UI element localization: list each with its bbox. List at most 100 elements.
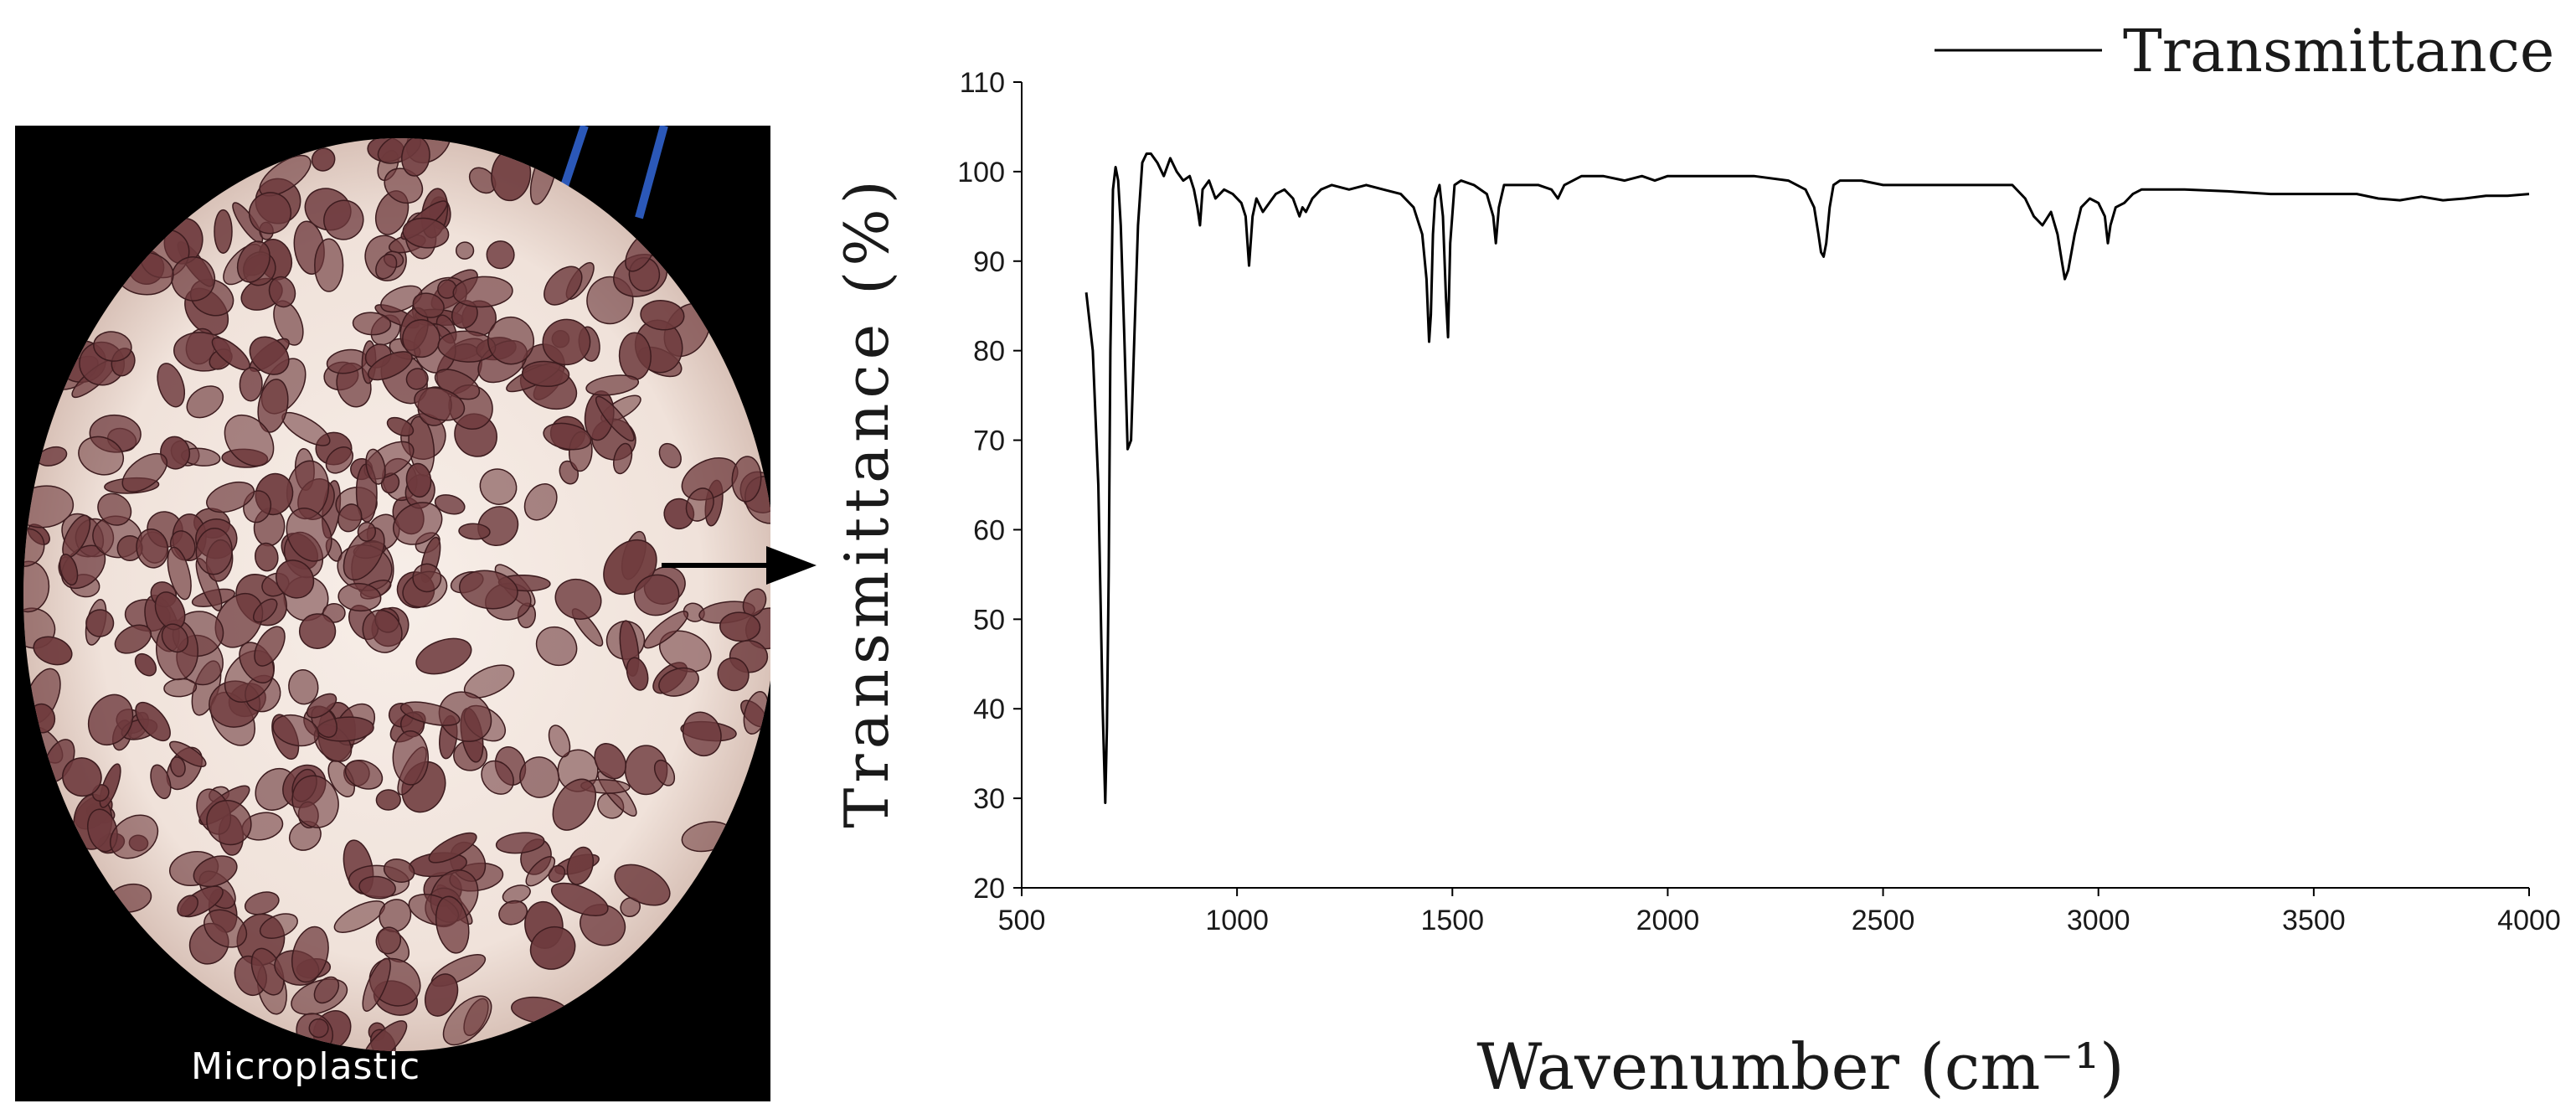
particle [150,764,172,800]
particle [343,527,385,580]
particle [97,492,132,526]
particle [415,637,472,675]
particle [719,611,761,642]
particle [352,312,392,336]
particle [435,895,470,954]
x-tick-label: 1500 [1420,905,1484,936]
particle [386,416,415,437]
particle [87,694,134,746]
arrow-icon [662,546,817,585]
x-tick-label: 4000 [2497,905,2561,936]
particle [414,387,466,421]
particle [337,582,382,612]
particle [392,730,430,786]
particle [110,814,159,859]
x-axis-label: Wavenumber (cm⁻¹) [1476,1029,2124,1104]
particle [268,276,296,308]
particle [653,759,676,786]
particle [224,414,275,467]
particle [114,624,152,654]
y-tick-label: 50 [973,604,1005,636]
x-tick-label: 3000 [2067,905,2130,936]
particle [550,882,609,917]
particle [399,701,461,726]
particle [468,167,497,194]
particle [479,468,518,505]
particle [529,926,576,970]
particle [193,855,238,888]
particle [259,913,298,939]
particle [195,527,233,575]
particle [236,240,270,283]
particle [323,199,364,240]
particle [405,462,432,498]
particle [259,154,312,197]
particle [206,799,252,846]
particle [157,363,186,408]
particle [254,542,279,572]
particle [498,900,528,926]
y-axis-label: Transmittance (%) [832,175,902,828]
particle [685,487,714,522]
microplastic-photo-panel: Microplastic [15,126,770,1101]
series-line-transmittance [1084,152,2530,804]
particle [401,138,430,177]
particle [249,336,290,375]
particle [239,367,263,402]
particle [308,1018,329,1039]
particle [525,856,556,887]
particle [658,667,699,697]
particle [252,598,278,623]
particle [59,553,79,586]
particle [357,521,377,542]
particle [402,217,450,249]
particle [254,626,286,667]
particle [313,976,340,1004]
particle [248,192,292,235]
particle [481,760,514,795]
particle [375,253,398,280]
particle [169,740,207,767]
particle [543,422,592,451]
y-tick-label: 60 [973,514,1005,546]
particle [519,756,560,798]
particle [85,609,115,637]
particle [344,760,384,790]
particle [78,436,125,476]
particle [291,926,329,983]
particle [170,756,186,777]
particle [428,832,477,864]
particle [361,1020,408,1051]
particle [643,611,689,649]
particle [368,351,413,381]
particle [731,456,762,503]
particle [495,832,545,854]
particle [548,725,571,758]
x-tick-label: 3500 [2282,905,2346,936]
particle [486,240,515,270]
x-tick-label: 500 [998,905,1046,936]
x-tick-label: 2000 [1636,905,1700,936]
particle [244,891,280,915]
particle [442,995,492,1046]
particle [595,395,635,442]
particle [612,442,633,475]
particle [275,560,315,599]
particle [424,973,459,1017]
particle [375,926,402,955]
particle [523,483,558,521]
particle [535,626,578,667]
particle [136,528,169,569]
particle [487,316,534,365]
particle [434,494,466,515]
particle [362,609,403,653]
particle [552,778,597,831]
y-tick-label: 90 [973,246,1005,278]
particle [204,909,248,948]
particle [614,864,671,906]
particle [314,238,344,292]
y-tick-label: 40 [973,694,1005,725]
particle [171,256,216,302]
particle [337,503,363,533]
particle [298,613,337,649]
